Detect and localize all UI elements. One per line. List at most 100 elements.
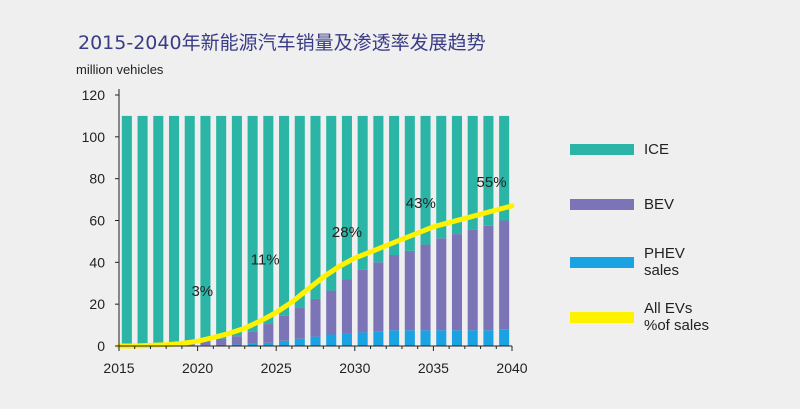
legend-item-all-evs: All EVs %of sales [570,300,709,334]
bar-phev-2040 [499,329,510,346]
bar-bev-2026 [279,315,290,341]
legend-label-bev: BEV [644,196,675,213]
bar-ice-2033 [389,115,400,256]
bar-phev-2038 [467,330,478,346]
annotation-28pct: 28% [332,224,362,241]
bar-bev-2022 [216,338,227,345]
bar-ice-2039 [483,115,494,226]
y-tick-label-0: 0 [97,338,105,354]
x-tick-label-2025: 2025 [261,360,292,376]
bar-bev-2030 [341,279,352,334]
bar-ice-2019 [168,115,180,344]
legend-label-phev-line1: PHEV [644,245,685,262]
bar-phev-2036 [436,330,447,346]
bar-ice-2026 [279,115,290,316]
bar-ice-2023 [231,115,242,337]
legend-label-all-evs-line2: %of sales [644,317,710,334]
bar-ice-2027 [294,115,305,308]
bar-ice-2040 [499,115,510,221]
bar-phev-2025 [263,342,274,346]
bar-ice-2020 [184,115,195,343]
bar-phev-2034 [404,330,415,346]
y-tick-label-40: 40 [89,254,105,270]
bar-ice-2038 [467,115,478,230]
annotation-3pct: 3% [191,283,213,300]
bar-ice-2032 [373,115,384,263]
annotation-43pct: 43% [406,195,436,212]
legend-label-phev-line2: sales [644,262,680,279]
bar-ice-2022 [216,115,227,339]
bar-bev-2031 [357,269,368,333]
annotation-55pct: 55% [477,174,507,191]
bar-phev-2032 [373,331,384,346]
bar-bev-2036 [436,238,447,331]
y-tick-label-120: 120 [82,87,106,103]
bar-ice-2037 [451,115,463,235]
legend-label-all-evs-line1: All EVs [644,300,693,317]
x-tick-label-2015: 2015 [103,360,134,376]
bar-phev-2028 [310,336,321,346]
bar-ice-2025 [263,115,274,325]
bar-bev-2023 [231,336,242,345]
legend-label-phev: PHEV sales [644,245,685,279]
bar-phev-2029 [326,334,337,346]
bar-ice-2036 [436,115,447,239]
bar-phev-2039 [483,330,494,346]
bar-bev-2027 [294,307,305,339]
bar-ice-2021 [200,115,211,341]
legend-item-phev: PHEV sales [570,245,685,279]
bar-ice-2029 [326,115,337,291]
ev-share-line-group [116,203,515,349]
bar-ice-2034 [404,115,415,251]
bar-ice-2028 [310,115,321,299]
bar-phev-2035 [420,330,431,346]
bar-ice-2016 [121,115,132,346]
bar-phev-2031 [357,332,368,346]
legend-item-bev: BEV [570,196,674,213]
bar-bev-2035 [420,244,431,331]
legend-swatch-phev [570,256,634,268]
x-tick-label-2035: 2035 [418,360,449,376]
annotation-group: 3% 11% 28% 43% 55% [191,174,506,300]
legend-swatch-ice [570,144,634,155]
bar-phev-2026 [279,340,290,346]
legend-item-ice: ICE [570,141,669,158]
bar-phev-2027 [294,338,305,346]
x-tick-label-2040: 2040 [496,360,527,376]
chart-title: 2015-2040年新能源汽车销量及渗透率发展趋势 [78,32,486,54]
y-tick-label-60: 60 [89,213,105,229]
bar-phev-2023 [231,344,242,346]
bar-phev-2033 [389,330,400,346]
bar-bev-2039 [483,225,494,331]
x-tick-label-2020: 2020 [182,360,213,376]
y-tick-label-100: 100 [82,129,106,145]
bar-bev-2034 [404,250,415,331]
ev-share-line [116,203,515,349]
legend-swatch-bev [570,199,634,210]
bar-ice-2017 [137,115,148,346]
bar-ice-2030 [341,115,352,280]
bar-bev-2021 [200,340,211,346]
bar-ice-2024 [247,115,258,332]
bar-ice-2031 [357,115,368,270]
bar-bev-2038 [467,229,478,331]
bar-phev-2037 [451,330,463,346]
annotation-11pct: 11% [251,251,280,268]
bar-bev-2028 [310,298,321,337]
bar-bev-2032 [373,262,384,332]
bar-bev-2040 [499,220,510,330]
bar-phev-2022 [216,344,227,346]
bar-bev-2029 [326,290,337,335]
legend-label-all-evs: All EVs %of sales [644,300,709,334]
y-tick-label-20: 20 [89,296,105,312]
bar-phev-2024 [247,343,258,346]
legend-label-ice: ICE [644,141,670,158]
bar-bev-2033 [389,255,400,331]
x-tick-label-2030: 2030 [339,360,370,376]
bar-bev-2037 [451,234,463,331]
bar-series-group [121,115,510,346]
legend-swatch-all-evs [570,311,634,323]
bar-bev-2025 [263,324,274,343]
